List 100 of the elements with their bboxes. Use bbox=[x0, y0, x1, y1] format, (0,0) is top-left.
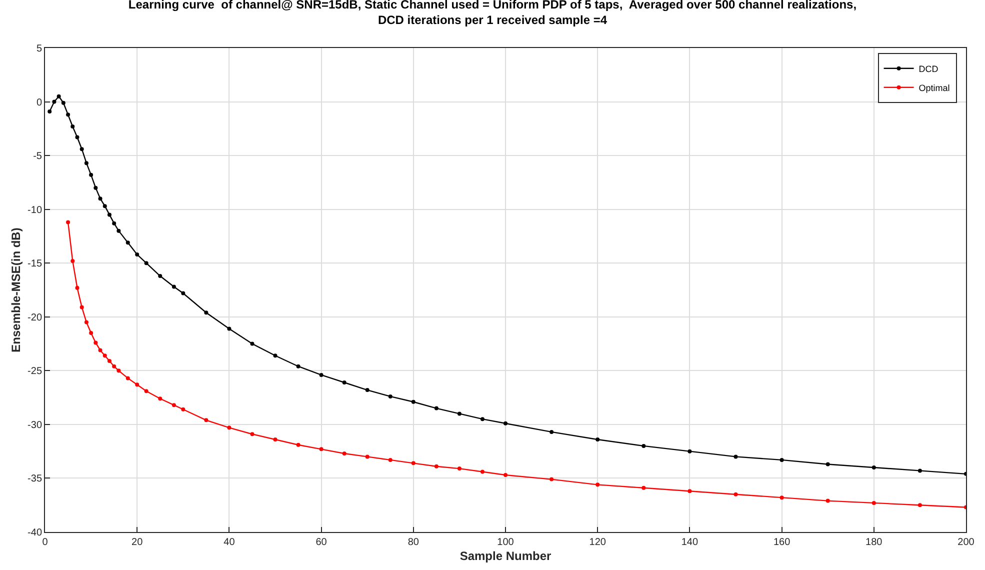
point bbox=[504, 473, 508, 477]
point bbox=[250, 432, 254, 436]
x-tick-label: 140 bbox=[681, 537, 698, 548]
point bbox=[388, 394, 392, 398]
point bbox=[596, 482, 600, 487]
y-tick-label: -25 bbox=[28, 366, 42, 378]
x-axis-title: Sample Number bbox=[460, 548, 552, 563]
point bbox=[688, 449, 692, 454]
point bbox=[70, 124, 75, 129]
point bbox=[102, 354, 107, 358]
y-tick-label: -35 bbox=[28, 474, 42, 485]
y-tick-label: 5 bbox=[36, 44, 42, 54]
x-tick-label: 180 bbox=[866, 537, 883, 548]
point bbox=[66, 112, 70, 117]
x-tick-label: 160 bbox=[773, 537, 791, 548]
point bbox=[84, 161, 88, 166]
point bbox=[642, 486, 646, 490]
point bbox=[126, 376, 130, 380]
point bbox=[273, 354, 278, 358]
y-tick-label: -30 bbox=[28, 420, 42, 431]
point bbox=[734, 454, 738, 459]
point bbox=[112, 364, 116, 368]
point bbox=[80, 305, 84, 310]
legend-label: DCD bbox=[918, 64, 939, 74]
point bbox=[227, 326, 232, 331]
point bbox=[181, 407, 186, 412]
point bbox=[296, 364, 300, 368]
point bbox=[872, 465, 876, 470]
x-tick-label: 120 bbox=[589, 537, 606, 548]
point bbox=[75, 135, 80, 140]
y-tick-label: -20 bbox=[28, 312, 42, 324]
point bbox=[872, 500, 876, 505]
point bbox=[365, 454, 370, 459]
point bbox=[144, 389, 148, 394]
point bbox=[102, 204, 107, 208]
point bbox=[342, 451, 346, 456]
point bbox=[107, 358, 112, 363]
point bbox=[550, 430, 554, 434]
point bbox=[94, 340, 98, 345]
y-tick-label: -10 bbox=[28, 204, 42, 216]
point bbox=[250, 342, 254, 346]
x-tick-label: 60 bbox=[316, 537, 328, 548]
point bbox=[181, 291, 186, 296]
point bbox=[89, 331, 94, 336]
point bbox=[126, 240, 130, 245]
point bbox=[411, 461, 416, 466]
point bbox=[826, 462, 830, 466]
point bbox=[135, 382, 140, 387]
y-axis-title: Ensemble-MSE(in dB) bbox=[8, 228, 23, 352]
point bbox=[107, 212, 112, 217]
point bbox=[504, 421, 508, 426]
point bbox=[70, 258, 75, 263]
y-tick-label: -5 bbox=[33, 151, 42, 162]
point bbox=[780, 496, 784, 500]
point bbox=[135, 252, 140, 257]
point bbox=[319, 447, 324, 452]
point bbox=[48, 109, 52, 114]
point bbox=[434, 464, 438, 468]
point bbox=[457, 466, 462, 471]
point bbox=[596, 438, 600, 442]
point bbox=[918, 468, 922, 473]
point bbox=[734, 492, 738, 496]
point bbox=[642, 444, 646, 448]
point bbox=[204, 310, 208, 315]
y-tick-label: -40 bbox=[28, 528, 42, 538]
point bbox=[227, 426, 232, 430]
x-tick-label: 20 bbox=[132, 537, 144, 548]
point bbox=[550, 477, 554, 482]
point bbox=[319, 372, 324, 377]
point bbox=[52, 100, 56, 104]
point bbox=[480, 470, 484, 474]
x-tick-label: 200 bbox=[958, 537, 975, 548]
point bbox=[780, 458, 784, 462]
point bbox=[84, 320, 88, 324]
point bbox=[112, 221, 116, 226]
point bbox=[826, 498, 830, 503]
point bbox=[172, 403, 176, 408]
y-tick-label: -15 bbox=[28, 258, 42, 270]
point bbox=[75, 286, 80, 290]
point bbox=[80, 147, 84, 152]
point bbox=[273, 438, 278, 442]
point bbox=[98, 196, 102, 201]
point bbox=[204, 418, 208, 422]
point bbox=[434, 406, 438, 410]
point bbox=[144, 261, 148, 266]
x-tick-label: 80 bbox=[408, 537, 420, 548]
y-tick-label: 0 bbox=[36, 97, 42, 108]
point bbox=[116, 228, 121, 233]
point bbox=[66, 220, 70, 224]
point bbox=[158, 396, 162, 401]
point bbox=[98, 348, 102, 352]
x-tick-label: 40 bbox=[224, 537, 236, 548]
point bbox=[56, 94, 61, 98]
point bbox=[457, 412, 462, 416]
point bbox=[172, 284, 176, 289]
point bbox=[342, 380, 346, 384]
point bbox=[388, 458, 392, 462]
point bbox=[688, 489, 692, 494]
point bbox=[94, 186, 98, 190]
point bbox=[411, 400, 416, 404]
